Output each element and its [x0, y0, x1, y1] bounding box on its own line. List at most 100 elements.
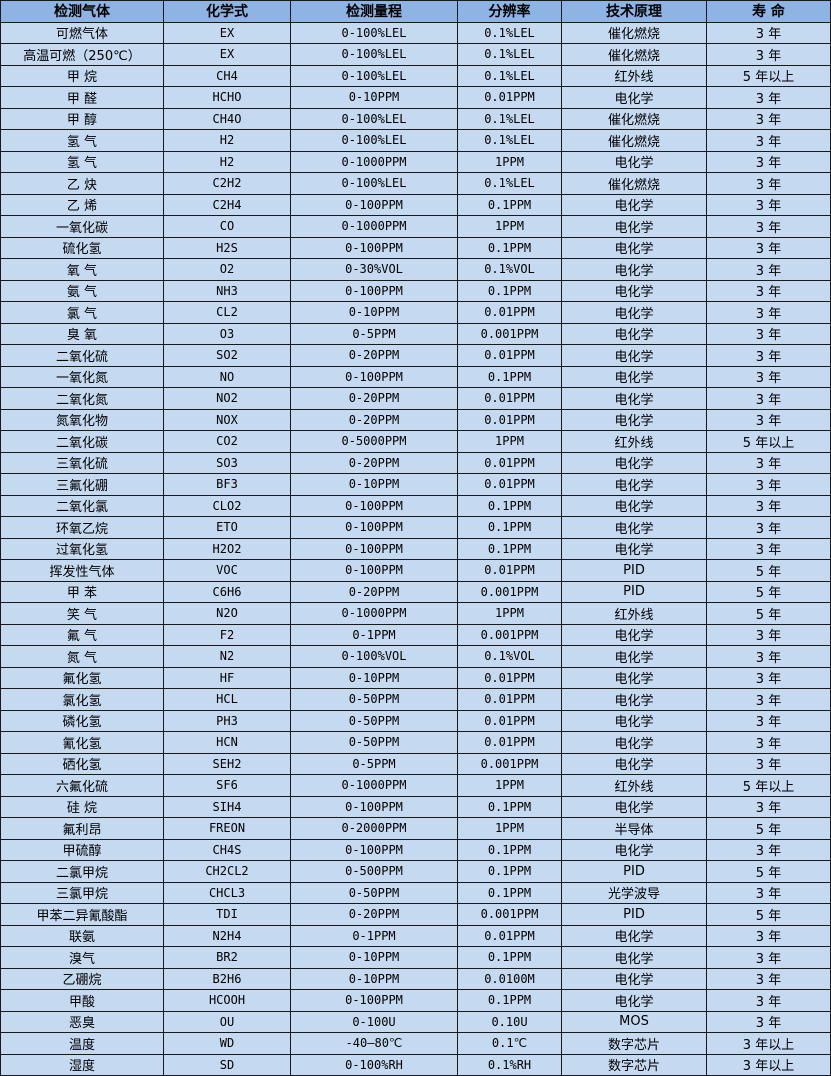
cell-lifespan: 3 年 [706, 344, 831, 367]
cell-gas: 笑 气 [0, 602, 164, 625]
cell-gas: 二氯甲烷 [0, 860, 164, 883]
cell-lifespan: 3 年 [706, 215, 831, 238]
cell-gas: 甲苯二异氰酸酯 [0, 903, 164, 926]
cell-resolution: 0.1PPM [457, 365, 562, 388]
cell-gas: 氨 气 [0, 279, 164, 302]
cell-formula: SO2 [163, 344, 291, 367]
cell-range: 0-20PPM [290, 903, 458, 926]
cell-formula: HF [163, 666, 291, 689]
cell-gas: 环氧乙烷 [0, 516, 164, 539]
table-row: 甲 醛 HCHO 0-10PPM 0.01PPM 电化学 3 年 [0, 86, 831, 109]
cell-resolution: 0.1%RH [457, 1053, 562, 1076]
table-row: 磷化氢 PH3 0-50PPM 0.01PPM 电化学 3 年 [0, 709, 831, 732]
cell-lifespan: 5 年以上 [706, 430, 831, 453]
cell-resolution: 0.01PPM [457, 451, 562, 474]
cell-principle: 数字芯片 [561, 1053, 707, 1076]
cell-gas: 溴气 [0, 946, 164, 969]
cell-resolution: 1PPM [457, 774, 562, 797]
cell-resolution: 0.01PPM [457, 666, 562, 689]
cell-range: 0-1000PPM [290, 774, 458, 797]
cell-resolution: 0.0100M [457, 967, 562, 990]
cell-gas: 乙 炔 [0, 172, 164, 195]
cell-gas: 甲酸 [0, 989, 164, 1012]
cell-gas: 挥发性气体 [0, 559, 164, 582]
table-row: 氢 气 H2 0-1000PPM 1PPM 电化学 3 年 [0, 150, 831, 173]
cell-gas: 二氧化碳 [0, 430, 164, 453]
table-row: 氢 气 H2 0-100%LEL 0.1%LEL 催化燃烧 3 年 [0, 129, 831, 152]
cell-gas: 氢 气 [0, 150, 164, 173]
cell-range: 0-20PPM [290, 344, 458, 367]
cell-principle: 催化燃烧 [561, 107, 707, 130]
cell-lifespan: 5 年 [706, 860, 831, 883]
cell-lifespan: 3 年 [706, 21, 831, 44]
table-row: 环氧乙烷 ETO 0-100PPM 0.1PPM 电化学 3 年 [0, 516, 831, 539]
cell-resolution: 0.1PPM [457, 860, 562, 883]
cell-lifespan: 3 年 [706, 946, 831, 969]
cell-gas: 氰化氢 [0, 731, 164, 754]
cell-resolution: 0.001PPM [457, 580, 562, 603]
cell-lifespan: 3 年 [706, 129, 831, 152]
cell-gas: 一氧化碳 [0, 215, 164, 238]
cell-principle: 催化燃烧 [561, 172, 707, 195]
table-row: 恶臭 OU 0-100U 0.10U MOS 3 年 [0, 1010, 831, 1033]
cell-range: 0-100PPM [290, 795, 458, 818]
cell-resolution: 0.1%LEL [457, 43, 562, 66]
cell-range: 0-5PPM [290, 322, 458, 345]
cell-formula: HCN [163, 731, 291, 754]
cell-principle: 电化学 [561, 193, 707, 216]
cell-principle: 电化学 [561, 666, 707, 689]
cell-range: 0-100%LEL [290, 107, 458, 130]
cell-principle: 电化学 [561, 967, 707, 990]
cell-gas: 甲 醇 [0, 107, 164, 130]
cell-principle: 电化学 [561, 322, 707, 345]
cell-gas: 二氧化氯 [0, 494, 164, 517]
cell-range: 0-100PPM [290, 989, 458, 1012]
cell-gas: 甲硫醇 [0, 838, 164, 861]
table-row: 甲 苯 C6H6 0-20PPM 0.001PPM PID 5 年 [0, 580, 831, 603]
cell-resolution: 0.1%VOL [457, 645, 562, 668]
cell-gas: 氟 气 [0, 623, 164, 646]
cell-lifespan: 3 年 [706, 473, 831, 496]
cell-range: 0-1PPM [290, 924, 458, 947]
cell-principle: 电化学 [561, 838, 707, 861]
cell-range: 0-100PPM [290, 537, 458, 560]
cell-gas: 恶臭 [0, 1010, 164, 1033]
cell-range: 0-100%RH [290, 1053, 458, 1076]
table-row: 高温可燃（250℃） EX 0-100%LEL 0.1%LEL 催化燃烧 3 年 [0, 43, 831, 66]
cell-principle: 电化学 [561, 989, 707, 1012]
table-row: 三氧化硫 SO3 0-20PPM 0.01PPM 电化学 3 年 [0, 451, 831, 474]
cell-resolution: 0.01PPM [457, 301, 562, 324]
cell-principle: PID [561, 860, 707, 883]
header-lifespan: 寿 命 [706, 0, 831, 23]
cell-resolution: 0.01PPM [457, 924, 562, 947]
table-row: 一氧化氮 NO 0-100PPM 0.1PPM 电化学 3 年 [0, 365, 831, 388]
cell-range: 0-100U [290, 1010, 458, 1033]
cell-gas: 臭 氧 [0, 322, 164, 345]
cell-gas: 甲 烷 [0, 64, 164, 87]
cell-range: 0-100%LEL [290, 64, 458, 87]
header-formula: 化学式 [163, 0, 291, 23]
cell-resolution: 1PPM [457, 602, 562, 625]
cell-lifespan: 3 年 [706, 989, 831, 1012]
cell-formula: C6H6 [163, 580, 291, 603]
table-row: 六氟化硫 SF6 0-1000PPM 1PPM 红外线 5 年以上 [0, 774, 831, 797]
table-row: 臭 氧 O3 0-5PPM 0.001PPM 电化学 3 年 [0, 322, 831, 345]
cell-lifespan: 5 年以上 [706, 774, 831, 797]
cell-principle: 电化学 [561, 795, 707, 818]
cell-resolution: 0.01PPM [457, 473, 562, 496]
cell-lifespan: 3 年 [706, 408, 831, 431]
table-row: 氟化氢 HF 0-10PPM 0.01PPM 电化学 3 年 [0, 666, 831, 689]
table-row: 甲苯二异氰酸酯 TDI 0-20PPM 0.001PPM PID 5 年 [0, 903, 831, 926]
table-row: 氟 气 F2 0-1PPM 0.001PPM 电化学 3 年 [0, 623, 831, 646]
cell-resolution: 0.01PPM [457, 731, 562, 754]
cell-gas: 联氨 [0, 924, 164, 947]
cell-resolution: 0.1℃ [457, 1032, 562, 1055]
cell-range: 0-100PPM [290, 838, 458, 861]
table-row: 氟利昂 FREON 0-2000PPM 1PPM 半导体 5 年 [0, 817, 831, 840]
table-row: 甲 醇 CH4O 0-100%LEL 0.1%LEL 催化燃烧 3 年 [0, 107, 831, 130]
cell-range: 0-100%LEL [290, 129, 458, 152]
cell-principle: 电化学 [561, 623, 707, 646]
cell-formula: H2O2 [163, 537, 291, 560]
cell-resolution: 1PPM [457, 215, 562, 238]
cell-lifespan: 3 年以上 [706, 1053, 831, 1076]
